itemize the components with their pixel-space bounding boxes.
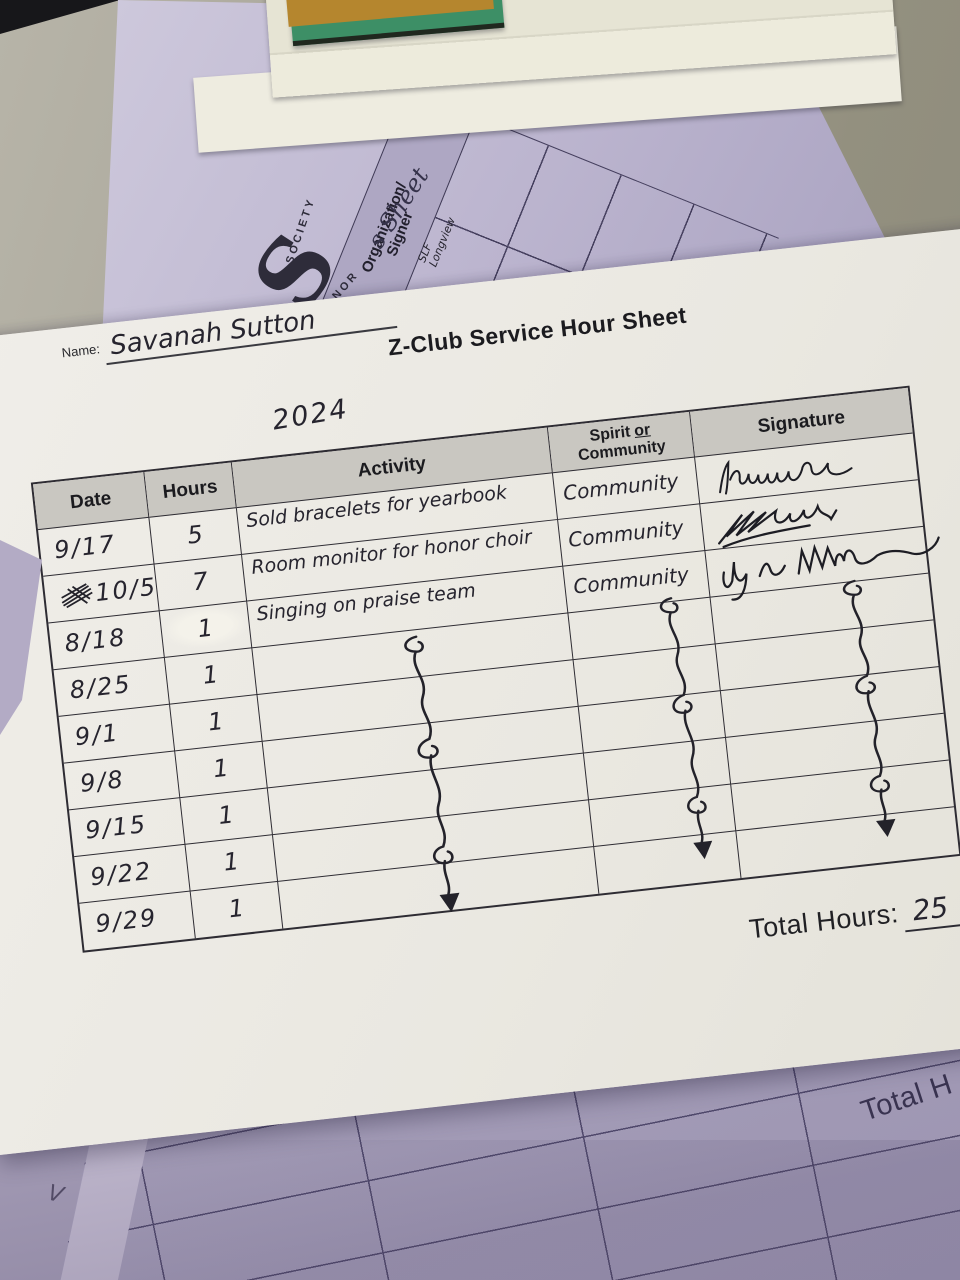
total-hours-value-handwritten: 25	[900, 886, 960, 933]
desk-dark-corner	[0, 0, 120, 34]
signature-scribble	[719, 459, 853, 495]
paper-fold-shadow	[0, 1140, 960, 1280]
signature-cell	[695, 433, 918, 505]
total-hours-line: Total Hours: 25	[747, 886, 960, 945]
table-row: 8/18 1 Singing on praise team Community	[48, 526, 940, 671]
signature-scribble	[718, 502, 838, 549]
total-hours-label: Total Hours:	[747, 898, 901, 945]
crossed-out-scribble	[61, 583, 93, 609]
year-note-handwritten: 2024	[270, 393, 351, 437]
table-row: 9/17 5 Sold bracelets for yearbook Commu…	[38, 433, 918, 577]
page-title: Z-Club Service Hour Sheet	[386, 301, 688, 361]
service-hours-table: Date Hours Activity Spirit or Community S…	[30, 385, 960, 953]
z-club-service-hour-sheet: Name: Savanah Sutton Z-Club Service Hour…	[0, 218, 960, 1156]
name-label: Name:	[60, 341, 101, 361]
signature-cell	[705, 526, 940, 601]
signature-scribble	[722, 536, 940, 601]
signature-cell	[700, 480, 924, 551]
table-row: 10/5 7 Room monitor for honor choir Comm…	[43, 480, 924, 624]
